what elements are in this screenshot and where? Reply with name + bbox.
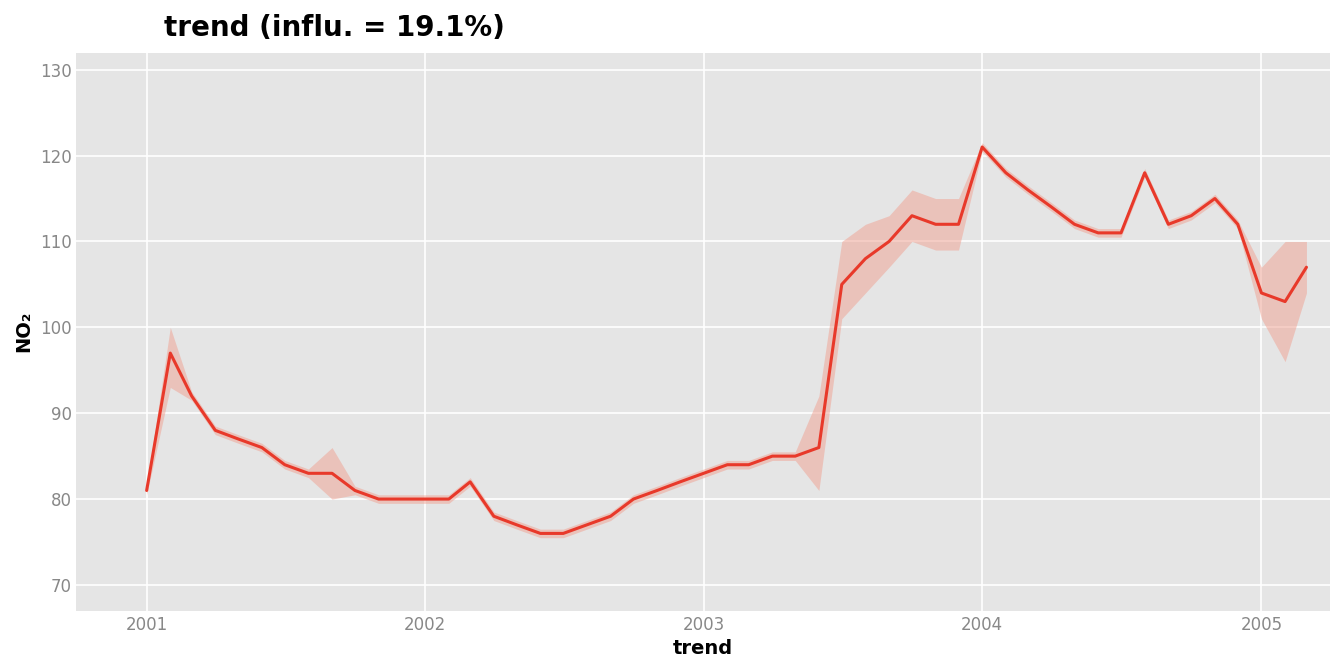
X-axis label: trend: trend bbox=[673, 639, 734, 658]
Text: trend (influ. = 19.1%): trend (influ. = 19.1%) bbox=[164, 14, 505, 42]
Y-axis label: NO₂: NO₂ bbox=[13, 311, 32, 352]
